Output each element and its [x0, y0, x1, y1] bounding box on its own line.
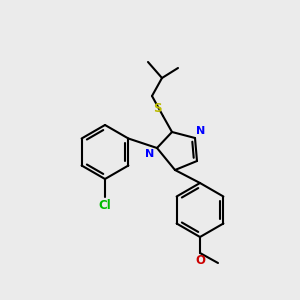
Text: Cl: Cl [99, 199, 111, 212]
Text: O: O [195, 254, 205, 267]
Text: N: N [145, 149, 154, 159]
Text: S: S [154, 102, 162, 115]
Text: N: N [196, 126, 205, 136]
